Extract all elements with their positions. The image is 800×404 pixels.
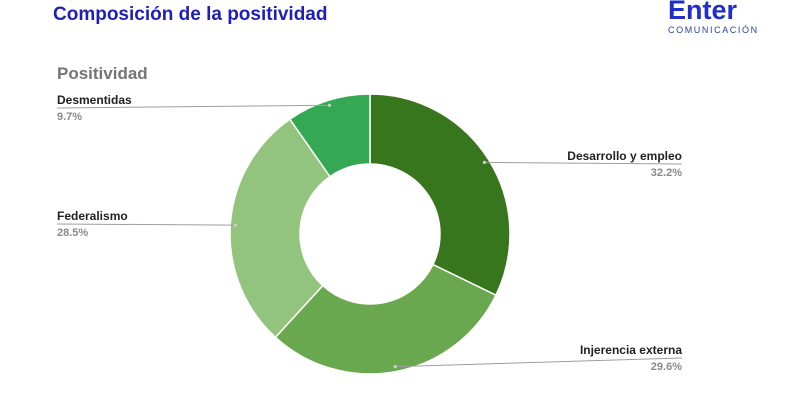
chart-slices xyxy=(229,93,511,375)
slice-desmentidas xyxy=(288,93,371,178)
chart-title: Positividad xyxy=(57,64,148,83)
slice-injerencia-externa xyxy=(274,263,497,375)
leader-dot-desarrollo-y-empleo xyxy=(482,160,487,164)
label-federalismo: Federalismo xyxy=(57,209,128,223)
value-desarrollo-y-empleo: 32.2% xyxy=(651,167,682,179)
value-injerencia-externa: 29.6% xyxy=(651,361,682,373)
slice-federalismo xyxy=(229,118,331,339)
leader-dot-desmentidas xyxy=(327,103,332,107)
logo-subtitle: COMUNICACIÓN xyxy=(668,25,759,35)
label-desmentidas: Desmentidas xyxy=(57,93,132,107)
chart-leaders xyxy=(56,103,683,369)
leader-line-desarrollo-y-empleo xyxy=(484,161,683,165)
value-desmentidas: 9.7% xyxy=(57,111,82,123)
slice-desarrollo-y-empleo xyxy=(369,93,511,297)
leader-dot-injerencia-externa xyxy=(393,365,397,369)
logo-wordmark: Enter xyxy=(668,0,738,25)
label-desarrollo-y-empleo: Desarrollo y empleo xyxy=(567,149,682,163)
value-federalismo: 28.5% xyxy=(57,227,88,239)
logo: Enter COMUNICACIÓN xyxy=(668,0,768,35)
leader-line-desmentidas xyxy=(56,104,330,109)
chart-labels: Desarrollo y empleo 32.2% Injerencia exter… xyxy=(57,93,682,373)
label-injerencia-externa: Injerencia externa xyxy=(580,343,682,357)
leader-dot-federalismo xyxy=(233,223,237,227)
leader-line-injerencia-externa xyxy=(395,357,683,368)
leader-line-federalismo xyxy=(56,223,236,226)
page-title: Composición de la positividad xyxy=(53,4,328,25)
